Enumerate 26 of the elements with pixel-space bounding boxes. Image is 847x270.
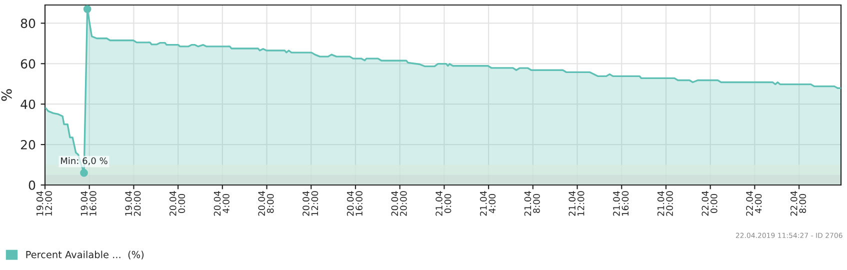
- x-tick-label: 21.04 8:00: [524, 191, 540, 216]
- x-tick-label: 22.04 4:00: [746, 191, 762, 216]
- x-tick-label: 22.04 8:00: [790, 191, 806, 216]
- y-tick-label: 20: [20, 140, 36, 150]
- x-tick-label: 19.04 12:00: [36, 191, 52, 216]
- x-tick-label: 20.04 20:00: [391, 191, 407, 216]
- y-tick-label: 0: [28, 180, 36, 190]
- x-tick-label: 20.04 16:00: [346, 191, 362, 216]
- annotation: Min: 6,0 %: [61, 157, 108, 166]
- y-axis-title: %: [1, 89, 12, 101]
- x-tick-label: 20.04 12:00: [302, 191, 318, 216]
- y-tick-label: 80: [20, 18, 36, 28]
- x-tick-label: 20.04 0:00: [169, 191, 186, 216]
- x-tick-label: 22.04 0:00: [702, 191, 718, 216]
- x-tick-label: 21.04 16:00: [613, 191, 629, 216]
- y-tick-label: 60: [20, 59, 36, 69]
- x-tick-label: 21.04 0:00: [436, 191, 452, 216]
- x-tick-label: 21.04 20:00: [657, 191, 673, 216]
- x-tick-label: 19.04 16:00: [80, 191, 96, 216]
- y-tick-label: 40: [20, 100, 36, 110]
- x-tick-label: 20.04 4:00: [214, 191, 230, 216]
- x-tick-label: 19.04 20:00: [125, 191, 141, 216]
- x-tick-label: 21.04 12:00: [568, 191, 584, 216]
- x-tick-label: 21.04 4:00: [480, 191, 496, 216]
- x-tick-label: 20.04 8:00: [258, 191, 274, 216]
- legend-label: Percent Available ... (%): [26, 250, 144, 260]
